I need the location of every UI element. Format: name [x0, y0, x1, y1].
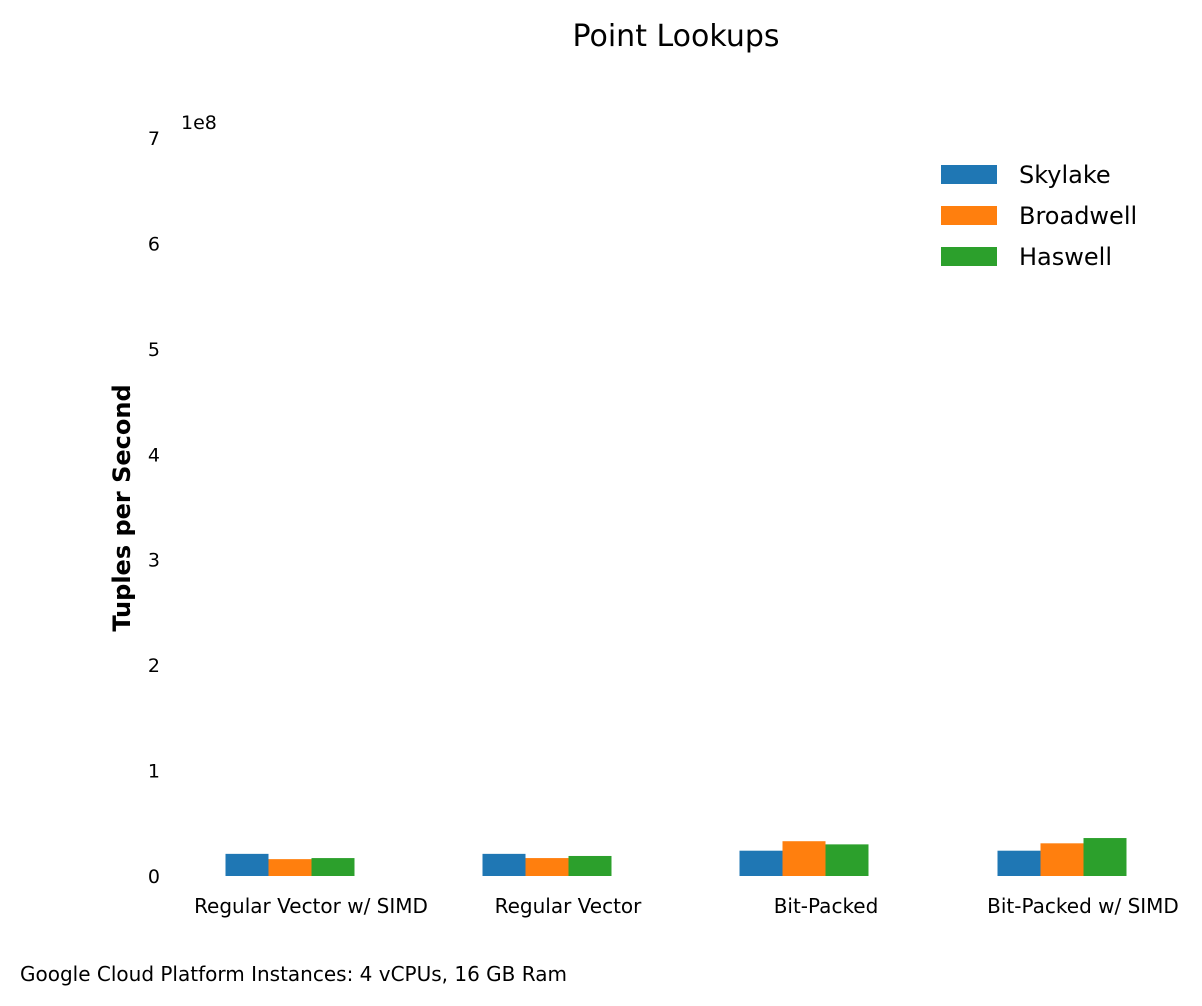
legend-label-haswell: Haswell — [1019, 243, 1112, 271]
bar-skylake-3 — [997, 850, 1041, 876]
x-axis-categories: Regular Vector w/ SIMD Regular Vector Bit-… — [194, 894, 1179, 918]
bar-broadwell-1 — [525, 858, 569, 876]
bar-skylake-2 — [739, 850, 783, 876]
bar-broadwell-0 — [268, 859, 312, 876]
legend-label-skylake: Skylake — [1019, 161, 1111, 189]
y-tick-label: 1 — [148, 761, 160, 783]
y-tick-label: 7 — [148, 128, 160, 150]
bar-haswell-2 — [825, 844, 869, 876]
bar-series — [225, 838, 1127, 876]
legend-swatch-broadwell — [941, 206, 997, 225]
bar-skylake-1 — [482, 853, 526, 876]
y-tick-label: 5 — [148, 339, 160, 361]
x-category-label: Bit-Packed — [774, 894, 879, 918]
bar-haswell-0 — [311, 858, 355, 876]
y-scale-multiplier: 1e8 — [181, 112, 217, 134]
footnote: Google Cloud Platform Instances: 4 vCPUs… — [20, 962, 567, 986]
y-axis-label: Tuples per Second — [108, 384, 136, 631]
bar-broadwell-2 — [782, 841, 826, 876]
legend: Skylake Broadwell Haswell — [941, 161, 1137, 271]
bar-broadwell-3 — [1040, 843, 1084, 876]
bar-haswell-3 — [1083, 838, 1127, 876]
y-axis-ticks: 0 1 2 3 4 5 6 7 — [148, 128, 160, 888]
bar-skylake-0 — [225, 853, 269, 876]
legend-swatch-haswell — [941, 247, 997, 266]
x-category-label: Bit-Packed w/ SIMD — [987, 894, 1179, 918]
legend-label-broadwell: Broadwell — [1019, 202, 1137, 230]
chart-title: Point Lookups — [572, 19, 779, 54]
x-category-label: Regular Vector w/ SIMD — [194, 894, 428, 918]
y-tick-label: 0 — [148, 866, 160, 888]
y-tick-label: 3 — [148, 550, 160, 572]
y-tick-label: 6 — [148, 233, 160, 255]
x-category-label: Regular Vector — [495, 894, 643, 918]
legend-swatch-skylake — [941, 165, 997, 184]
y-tick-label: 2 — [148, 655, 160, 677]
bar-haswell-1 — [568, 855, 612, 876]
y-tick-label: 4 — [148, 444, 160, 466]
